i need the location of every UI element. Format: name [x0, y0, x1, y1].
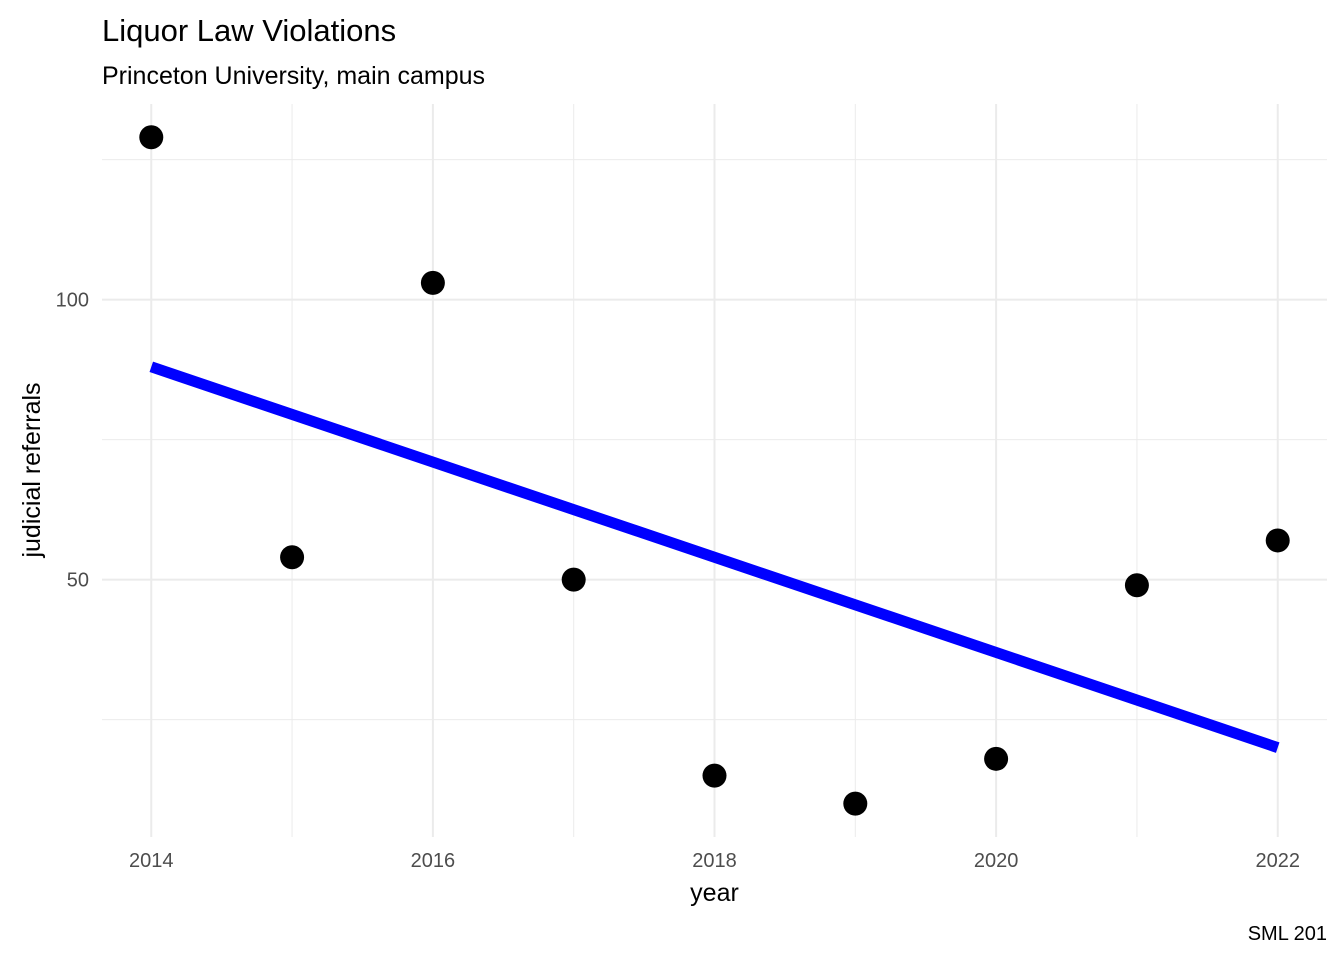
data-point-2016	[420, 270, 445, 295]
x-axis-title: year	[690, 879, 739, 907]
x-tick-label-2020: 2020	[974, 850, 1019, 872]
data-point-2021	[1124, 573, 1149, 598]
data-point-2014	[139, 125, 164, 150]
y-tick-label-100: 100	[56, 290, 89, 312]
data-point-2022	[1265, 528, 1290, 553]
data-points-layer	[139, 125, 1290, 816]
x-tick-label-2022: 2022	[1255, 850, 1300, 872]
x-tick-label-2014: 2014	[129, 850, 174, 872]
x-tick-label-2016: 2016	[411, 850, 456, 872]
y-axis-title: judicial referrals	[18, 382, 46, 558]
data-point-2017	[561, 567, 586, 592]
major-gridlines	[102, 104, 1327, 837]
chart-title: Liquor Law Violations	[102, 13, 396, 48]
trend-line	[149, 361, 1280, 753]
data-point-2015	[280, 545, 305, 570]
y-tick-label-50: 50	[67, 570, 89, 592]
data-point-2020	[984, 746, 1009, 771]
chart-caption: SML 201	[1248, 923, 1327, 945]
x-tick-label-2018: 2018	[692, 850, 737, 872]
trend-line-layer	[149, 361, 1280, 753]
data-point-2018	[702, 763, 727, 788]
x-axis-ticks: 2014 2016 2018 2020 2022	[129, 850, 1300, 872]
data-point-2019	[843, 791, 868, 816]
y-axis-ticks: 50 100	[56, 290, 89, 592]
chart-subtitle: Princeton University, main campus	[102, 62, 485, 90]
